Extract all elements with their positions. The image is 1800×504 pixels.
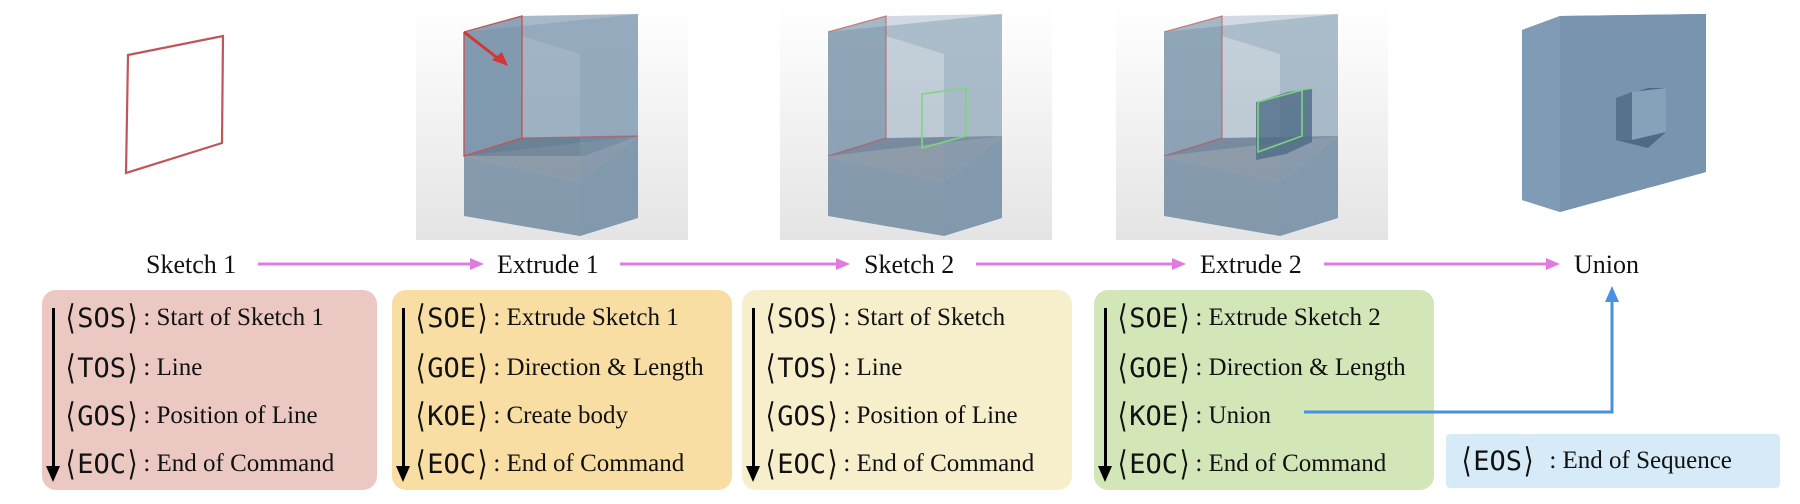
token-description: : End of Command [493,450,685,477]
token-name: GOE [1129,352,1179,384]
token-description: : Start of Sketch 1 [143,304,324,331]
extrude-1-render [416,6,688,240]
token-card-extrude-1: ⟨ SOE ⟩: Extrude Sketch 1 ⟨ GOE ⟩: Direction… [392,290,732,490]
union-arrow [1304,286,1619,414]
token-description: : Position of Line [143,402,318,429]
sketch-2-render [780,6,1052,240]
token-name: SOS [77,302,127,334]
token-row: ⟨ GOS ⟩: Position of Line [765,396,1018,436]
token-name: KOE [1129,400,1179,432]
token-row: ⟨ GOE ⟩: Direction & Length [1117,348,1406,388]
token-name: EOC [77,448,127,480]
sequence-down-arrow [752,308,755,468]
stage-label-sketch-2: Sketch 2 [864,250,955,279]
token-name: TOS [777,352,827,384]
flow-arrow [976,258,1186,270]
token-description: : Extrude Sketch 1 [493,304,679,331]
token-card-sketch-1: ⟨ SOS ⟩: Start of Sketch 1 ⟨ TOS ⟩: Line ⟨ GO… [42,290,377,490]
token-card-extrude-2: ⟨ SOE ⟩: Extrude Sketch 2 ⟨ GOE ⟩: Direction… [1094,290,1434,490]
sketch-1-render [124,34,225,175]
token-name: GOS [77,400,127,432]
sequence-down-arrow [1104,308,1107,468]
token-description: : Start of Sketch [843,304,1006,331]
sequence-down-arrow [52,308,55,468]
token-row: ⟨ SOE ⟩: Extrude Sketch 2 [1117,298,1381,338]
flow-arrow [620,258,850,270]
token-row: ⟨ EOC ⟩: End of Command [65,444,335,484]
stage-label-extrude-2: Extrude 2 [1200,250,1302,279]
token-row: ⟨ TOS ⟩: Line [65,348,203,388]
extrude-2-render [1116,6,1388,240]
token-name: GOE [427,352,477,384]
token-row: ⟨ SOE ⟩: Extrude Sketch 1 [415,298,679,338]
token-row: ⟨ EOC ⟩: End of Command [765,444,1035,484]
token-row: ⟨ GOE ⟩: Direction & Length [415,348,704,388]
token-row: ⟨ EOS ⟩: End of Sequence [1461,441,1732,481]
token-row: ⟨ TOS ⟩: Line [765,348,903,388]
token-name: TOS [77,352,127,384]
token-row: ⟨ KOE ⟩: Create body [415,396,628,436]
token-description: : Extrude Sketch 2 [1195,304,1381,331]
sequence-down-arrow [402,308,405,468]
token-name: KOE [427,400,477,432]
token-row: ⟨ GOS ⟩: Position of Line [65,396,318,436]
token-description: : Create body [493,402,628,429]
token-description: : Direction & Length [493,354,704,381]
union-render [1522,14,1706,212]
token-name: GOS [777,400,827,432]
stage-label-extrude-1: Extrude 1 [497,250,599,279]
token-row: ⟨ SOS ⟩: Start of Sketch 1 [65,298,324,338]
stage-label-union: Union [1574,250,1639,279]
token-description: : Union [1195,402,1272,429]
flow-arrow [1324,258,1560,270]
token-name: SOE [1129,302,1179,334]
token-description: : End of Command [143,450,335,477]
token-description: : Line [843,354,903,381]
token-row: ⟨ EOC ⟩: End of Command [415,444,685,484]
token-card-sketch-2: ⟨ SOS ⟩: Start of Sketch ⟨ TOS ⟩: Line ⟨ GOS ⟩… [742,290,1072,490]
token-description: : Position of Line [843,402,1018,429]
token-description: : End of Command [843,450,1035,477]
flow-arrow [258,258,484,270]
token-name: EOC [777,448,827,480]
end-of-sequence-card: ⟨ EOS ⟩: End of Sequence [1446,434,1780,488]
token-name: SOS [777,302,827,334]
token-row: ⟨ SOS ⟩: Start of Sketch [765,298,1006,338]
token-name: EOS [1473,445,1523,477]
token-row: ⟨ KOE ⟩: Union [1117,396,1272,436]
token-description: : Direction & Length [1195,354,1406,381]
token-description: : End of Sequence [1549,447,1732,474]
token-name: EOC [1129,448,1179,480]
stage-label-sketch-1: Sketch 1 [146,250,237,279]
token-description: : End of Command [1195,450,1387,477]
token-name: EOC [427,448,477,480]
token-name: SOE [427,302,477,334]
token-row: ⟨ EOC ⟩: End of Command [1117,444,1387,484]
token-description: : Line [143,354,203,381]
